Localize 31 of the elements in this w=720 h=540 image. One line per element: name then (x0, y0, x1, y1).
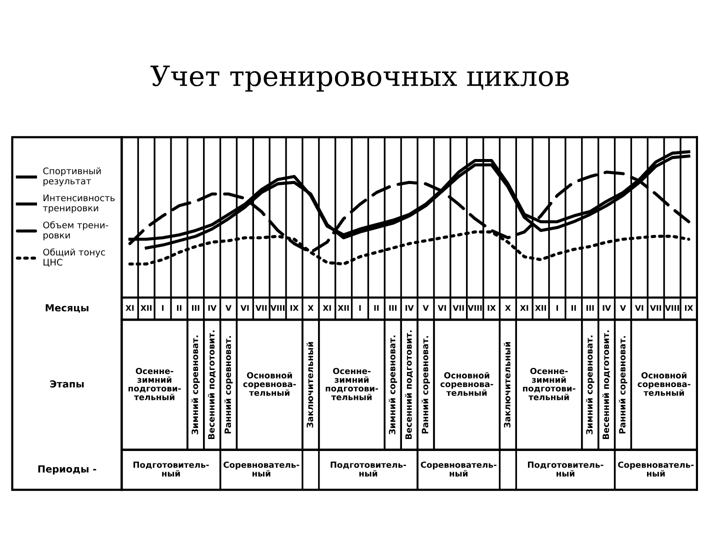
text: Весенний подготовит. (405, 330, 413, 440)
text: Соревнователь- ный (420, 462, 496, 476)
text: Весенний подготовит. (208, 330, 216, 440)
x-axis-title: Месяцы (46, 304, 88, 313)
text: Подготовитель- ный (330, 462, 406, 476)
text: Заключительный (504, 342, 510, 428)
legend-label: Общий тонус ЦНС (43, 248, 105, 267)
text: Ранний соревноват. (618, 336, 628, 434)
text: Зимний соревноват. (191, 336, 200, 434)
text: Ранний соревноват. (422, 336, 430, 434)
text: Основной соревнова- тельный (638, 372, 690, 396)
legend-label: Объем трени- ровки (43, 221, 108, 240)
text: Заключительный (306, 342, 314, 428)
legend-label: Спортивный результат (43, 167, 101, 186)
text: Ранний соревноват. (224, 336, 233, 434)
text: Соревнователь- ный (224, 462, 300, 476)
text: Периоды - (38, 465, 96, 475)
text: Весенний подготовит. (602, 330, 610, 440)
chart-title: Учет тренировочных циклов (150, 66, 569, 92)
text: Подготовитель- ный (134, 462, 209, 476)
text: Осенне- зимний подготови- тельный (523, 368, 576, 400)
text: Зимний соревноват. (586, 336, 594, 434)
text: Осенне- зимний подготови- тельный (326, 368, 378, 400)
text: Соревнователь- ный (618, 462, 694, 476)
text: Основной соревнова- тельный (243, 372, 296, 396)
text: Зимний соревноват. (388, 336, 398, 434)
text: Подготовитель- ный (528, 462, 604, 476)
text: Этапы (50, 380, 84, 388)
legend-label: Интенсивность тренировки (42, 194, 115, 214)
text: Осенне- зимний подготови- тельный (128, 368, 181, 400)
text: Основной соревнова- тельный (440, 372, 494, 396)
